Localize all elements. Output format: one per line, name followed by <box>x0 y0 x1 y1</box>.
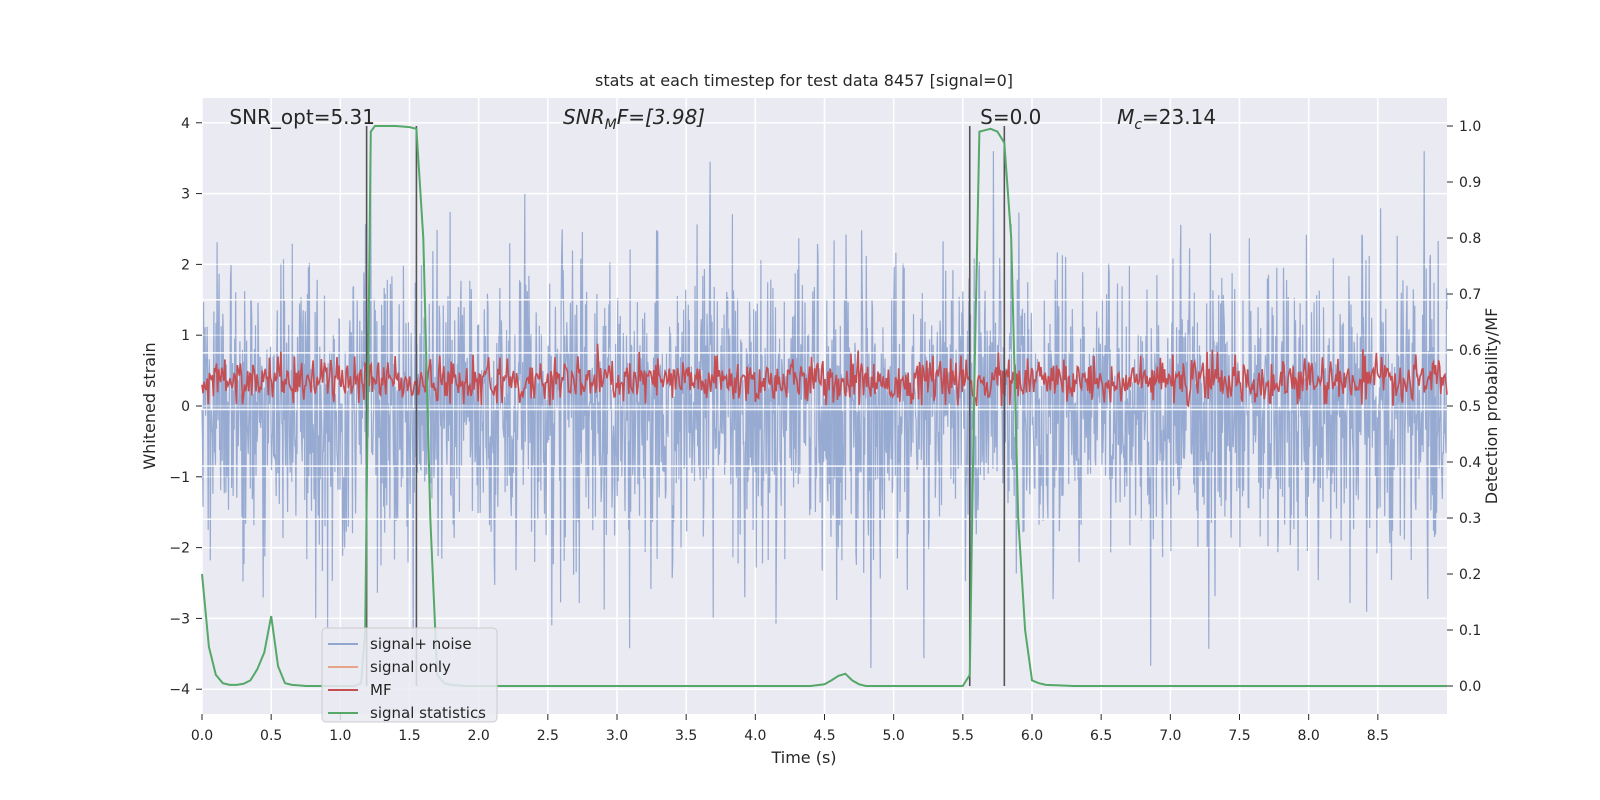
legend-box <box>321 627 498 723</box>
x-tick-label: 8.0 <box>1298 728 1320 744</box>
x-tick-label: 7.5 <box>1228 728 1250 744</box>
y2-tick-label: 1.0 <box>1459 119 1481 135</box>
y2-tick-label: 0.4 <box>1459 455 1481 471</box>
x-tick-label: 3.5 <box>675 728 697 744</box>
annotation-text: SNR_opt=5.31 <box>229 105 375 129</box>
annotation-subscript: c <box>1134 117 1142 133</box>
y-tick-label: 2 <box>181 257 190 273</box>
x-tick-label: 8.5 <box>1367 728 1389 744</box>
y2-tick-label: 0.1 <box>1459 623 1481 639</box>
plot-area <box>196 98 1453 720</box>
annotation-tail: F=[3.98] <box>617 105 705 129</box>
annotation-tail: =23.14 <box>1142 105 1216 129</box>
x-axis-label: Time (s) <box>770 748 836 767</box>
x-tick-label: 4.5 <box>813 728 835 744</box>
y-tick-label: −1 <box>169 470 190 486</box>
x-tick-label: 6.0 <box>1021 728 1043 744</box>
annotation-mc-value: Mc=23.14 <box>1117 105 1216 133</box>
x-tick-label: 2.5 <box>537 728 559 744</box>
x-tick-label: 1.0 <box>329 728 351 744</box>
y-tick-label: 0 <box>181 399 190 415</box>
annotation-s-value: S=0.0 <box>980 105 1041 129</box>
annotation-text: M <box>1117 105 1134 129</box>
x-tick-label: 4.0 <box>744 728 766 744</box>
y-tick-label: −3 <box>169 611 190 627</box>
annotation-snr-mf: SNRMF=[3.98] <box>563 105 705 133</box>
y2-tick-label: 0.3 <box>1459 511 1481 527</box>
y2-tick-label: 0.9 <box>1459 175 1481 191</box>
y2-tick-label: 0.0 <box>1459 679 1481 695</box>
x-tick-label: 0.0 <box>191 728 213 744</box>
y2-tick-label: 0.8 <box>1459 231 1481 247</box>
y-axis-label: Whitened strain <box>140 342 159 469</box>
x-tick-label: 1.5 <box>398 728 420 744</box>
y-tick-label: 4 <box>181 116 190 132</box>
y-tick-label: −2 <box>169 541 190 557</box>
annotation-text: S=0.0 <box>980 105 1041 129</box>
x-tick-label: 3.0 <box>606 728 628 744</box>
legend-label: signal statistics <box>370 704 486 722</box>
y2-tick-label: 0.6 <box>1459 343 1481 359</box>
x-tick-label: 6.5 <box>1090 728 1112 744</box>
y2-tick-label: 0.7 <box>1459 287 1481 303</box>
legend-label: signal only <box>370 658 451 676</box>
y-tick-label: 1 <box>181 328 190 344</box>
legend-label: signal+ noise <box>370 635 472 653</box>
series-mf-line <box>201 343 1448 408</box>
x-tick-label: 5.0 <box>883 728 905 744</box>
series-signal-noise-line <box>201 151 1448 669</box>
y2-tick-label: 0.2 <box>1459 567 1481 583</box>
legend-label: MF <box>370 681 392 699</box>
y-tick-label: 3 <box>181 187 190 203</box>
x-tick-label: 5.5 <box>952 728 974 744</box>
x-tick-label: 0.5 <box>260 728 282 744</box>
annotation-subscript: M <box>605 117 617 133</box>
annotation-text: SNR <box>563 105 605 129</box>
x-tick-label: 7.0 <box>1159 728 1181 744</box>
chart-title: stats at each timestep for test data 845… <box>595 71 1013 90</box>
y-tick-label: −4 <box>169 682 190 698</box>
legend: signal+ noise signal only MF signal statist… <box>321 627 498 723</box>
x-tick-label: 2.0 <box>468 728 490 744</box>
annotation-snr-opt: SNR_opt=5.31 <box>229 105 375 129</box>
y2-tick-label: 0.5 <box>1459 399 1481 415</box>
y2-axis-label: Detection probability/MF <box>1482 308 1501 505</box>
